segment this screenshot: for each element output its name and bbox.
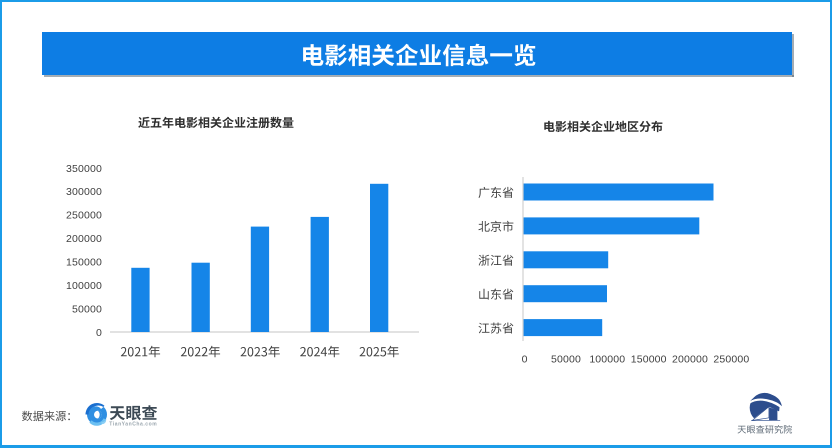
svg-text:150000: 150000: [66, 257, 102, 269]
svg-text:150000: 150000: [631, 353, 667, 365]
svg-text:100000: 100000: [66, 280, 102, 292]
svg-text:200000: 200000: [672, 353, 708, 365]
svg-text:0: 0: [96, 327, 102, 339]
svg-text:0: 0: [522, 353, 528, 365]
svg-text:TianYanCha.com: TianYanCha.com: [109, 421, 157, 427]
svg-text:300000: 300000: [66, 186, 102, 198]
svg-text:50000: 50000: [551, 353, 581, 365]
svg-text:250000: 250000: [66, 210, 102, 222]
svg-text:350000: 350000: [66, 163, 102, 175]
svg-text:50000: 50000: [72, 303, 102, 315]
svg-text:200000: 200000: [66, 233, 102, 245]
svg-text:250000: 250000: [713, 353, 749, 365]
svg-text:100000: 100000: [589, 353, 625, 365]
